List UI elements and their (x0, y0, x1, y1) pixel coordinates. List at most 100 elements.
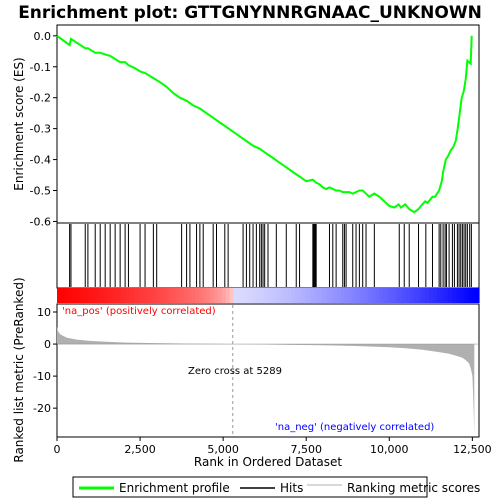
chart-title: Enrichment plot: GTTGNYNNRGNAAC_UNKNOWN (18, 3, 482, 23)
color-bar-segment (106, 288, 112, 303)
legend-metric-label: Ranking metric scores (347, 481, 480, 495)
es-y-tick-label: -0.5 (30, 185, 51, 198)
es-y-tick-label: -0.6 (30, 215, 51, 228)
enrichment-frame (56, 24, 480, 224)
color-bar-segment (283, 288, 288, 303)
metric-y-tick-label: -20 (33, 402, 51, 415)
color-bar-segment (329, 288, 334, 303)
color-bar-segment (244, 288, 250, 303)
color-bar-segment (152, 288, 158, 303)
color-bar-segment (386, 288, 392, 303)
color-bar-segment (225, 288, 231, 303)
color-bar-segment (421, 288, 426, 303)
ranked-metric-panel: 10 0 -10 -20 0 2,500 5,000 7,500 10,000 12,500 '… (12, 277, 492, 469)
color-bar-segment (314, 288, 319, 303)
color-bar-segment (149, 288, 154, 303)
color-bar-segment (198, 288, 204, 303)
color-bar-segment (172, 288, 177, 303)
metric-y-tick-label: 0 (44, 338, 51, 351)
color-bar-segment (95, 288, 100, 303)
x-tick-label: 2,500 (124, 443, 156, 456)
legend-hits-label: Hits (280, 481, 303, 495)
color-bar-segment (302, 288, 307, 303)
color-bar-segment (291, 288, 296, 303)
color-bar-segment (114, 288, 119, 303)
color-bar-segment (429, 288, 434, 303)
color-bar-segment (371, 288, 377, 303)
color-bar-segment (310, 288, 315, 303)
color-bar-segment (80, 288, 85, 303)
x-tick-label: 10,000 (370, 443, 409, 456)
color-bar-segment (379, 288, 384, 303)
color-bar-segment (202, 288, 208, 303)
x-axis-label: Rank in Ordered Dataset (194, 455, 342, 469)
color-bar-segment (76, 288, 81, 303)
color-bar-segment (156, 288, 162, 303)
es-y-tick-label: -0.1 (30, 61, 51, 74)
color-bar-segment (191, 288, 196, 303)
neg-label: 'na_neg' (negatively correlated) (275, 422, 434, 433)
color-bar-segment (122, 288, 127, 303)
color-bar-segment (475, 288, 480, 303)
color-bar-segment (306, 288, 311, 303)
color-bar-segment (164, 288, 169, 303)
color-bar-segment (99, 288, 104, 303)
color-bar-segment (455, 288, 461, 303)
hits-panel (56, 222, 480, 289)
color-bar-segment (325, 288, 330, 303)
color-bar-segment (406, 288, 411, 303)
color-bar-segment (183, 288, 189, 303)
x-tick-label: 0 (54, 443, 61, 456)
color-bar-segment (287, 288, 292, 303)
color-bar-segment (229, 288, 235, 303)
color-bar-segment (271, 288, 277, 303)
color-bar-segment (252, 288, 258, 303)
es-y-ticks: 0.0 -0.1 -0.2 -0.3 -0.4 -0.5 -0.6 (30, 30, 57, 228)
x-tick-label: 7,500 (290, 443, 322, 456)
color-bar-segment (218, 288, 223, 303)
zero-cross-label: Zero cross at 5289 (188, 366, 282, 377)
color-bar-segment (214, 288, 219, 303)
enrichment-profile-line (56, 34, 473, 214)
color-bar-segment (471, 288, 476, 303)
x-tick-label: 5,000 (207, 443, 239, 456)
color-bar-segment (187, 288, 192, 303)
color-bar-segment (413, 288, 419, 303)
color-bar-segment (344, 288, 350, 303)
color-bar-segment (137, 288, 142, 303)
color-bar-segment (233, 288, 238, 303)
es-y-tick-label: -0.3 (30, 123, 51, 136)
metric-frame (56, 303, 480, 438)
color-bar-segment (221, 288, 227, 303)
color-bar-segment (432, 288, 438, 303)
legend-box (72, 476, 428, 498)
color-bar-segment (248, 288, 254, 303)
color-bar-segment (241, 288, 246, 303)
color-bar-segment (298, 288, 304, 303)
color-bar-segment (294, 288, 300, 303)
color-bar-segment (409, 288, 415, 303)
color-bar-segment (360, 288, 365, 303)
color-bar-segment (321, 288, 327, 303)
color-bar-segment (145, 288, 150, 303)
color-bar-segment (110, 288, 116, 303)
es-y-axis-label: Enrichment score (ES) (12, 57, 26, 190)
color-bar-segment (398, 288, 403, 303)
color-bar-segment (179, 288, 185, 303)
color-bar-segment (72, 288, 77, 303)
metric-y-tick-label: 10 (37, 306, 51, 319)
color-bar-segment (417, 288, 423, 303)
color-bar-segment (448, 288, 453, 303)
color-bar-segment (383, 288, 388, 303)
color-bar-segment (356, 288, 361, 303)
color-bar-segment (57, 288, 62, 303)
color-bar-segment (168, 288, 173, 303)
color-bar-segment (133, 288, 139, 303)
metric-y-axis-label: Ranked list metric (PreRanked) (12, 277, 26, 462)
color-bar-segment (141, 288, 146, 303)
color-bar-segment (333, 288, 338, 303)
color-bar-segment (264, 288, 269, 303)
color-bar-segment (256, 288, 261, 303)
metric-y-ticks: 10 0 -10 -20 (33, 306, 57, 415)
